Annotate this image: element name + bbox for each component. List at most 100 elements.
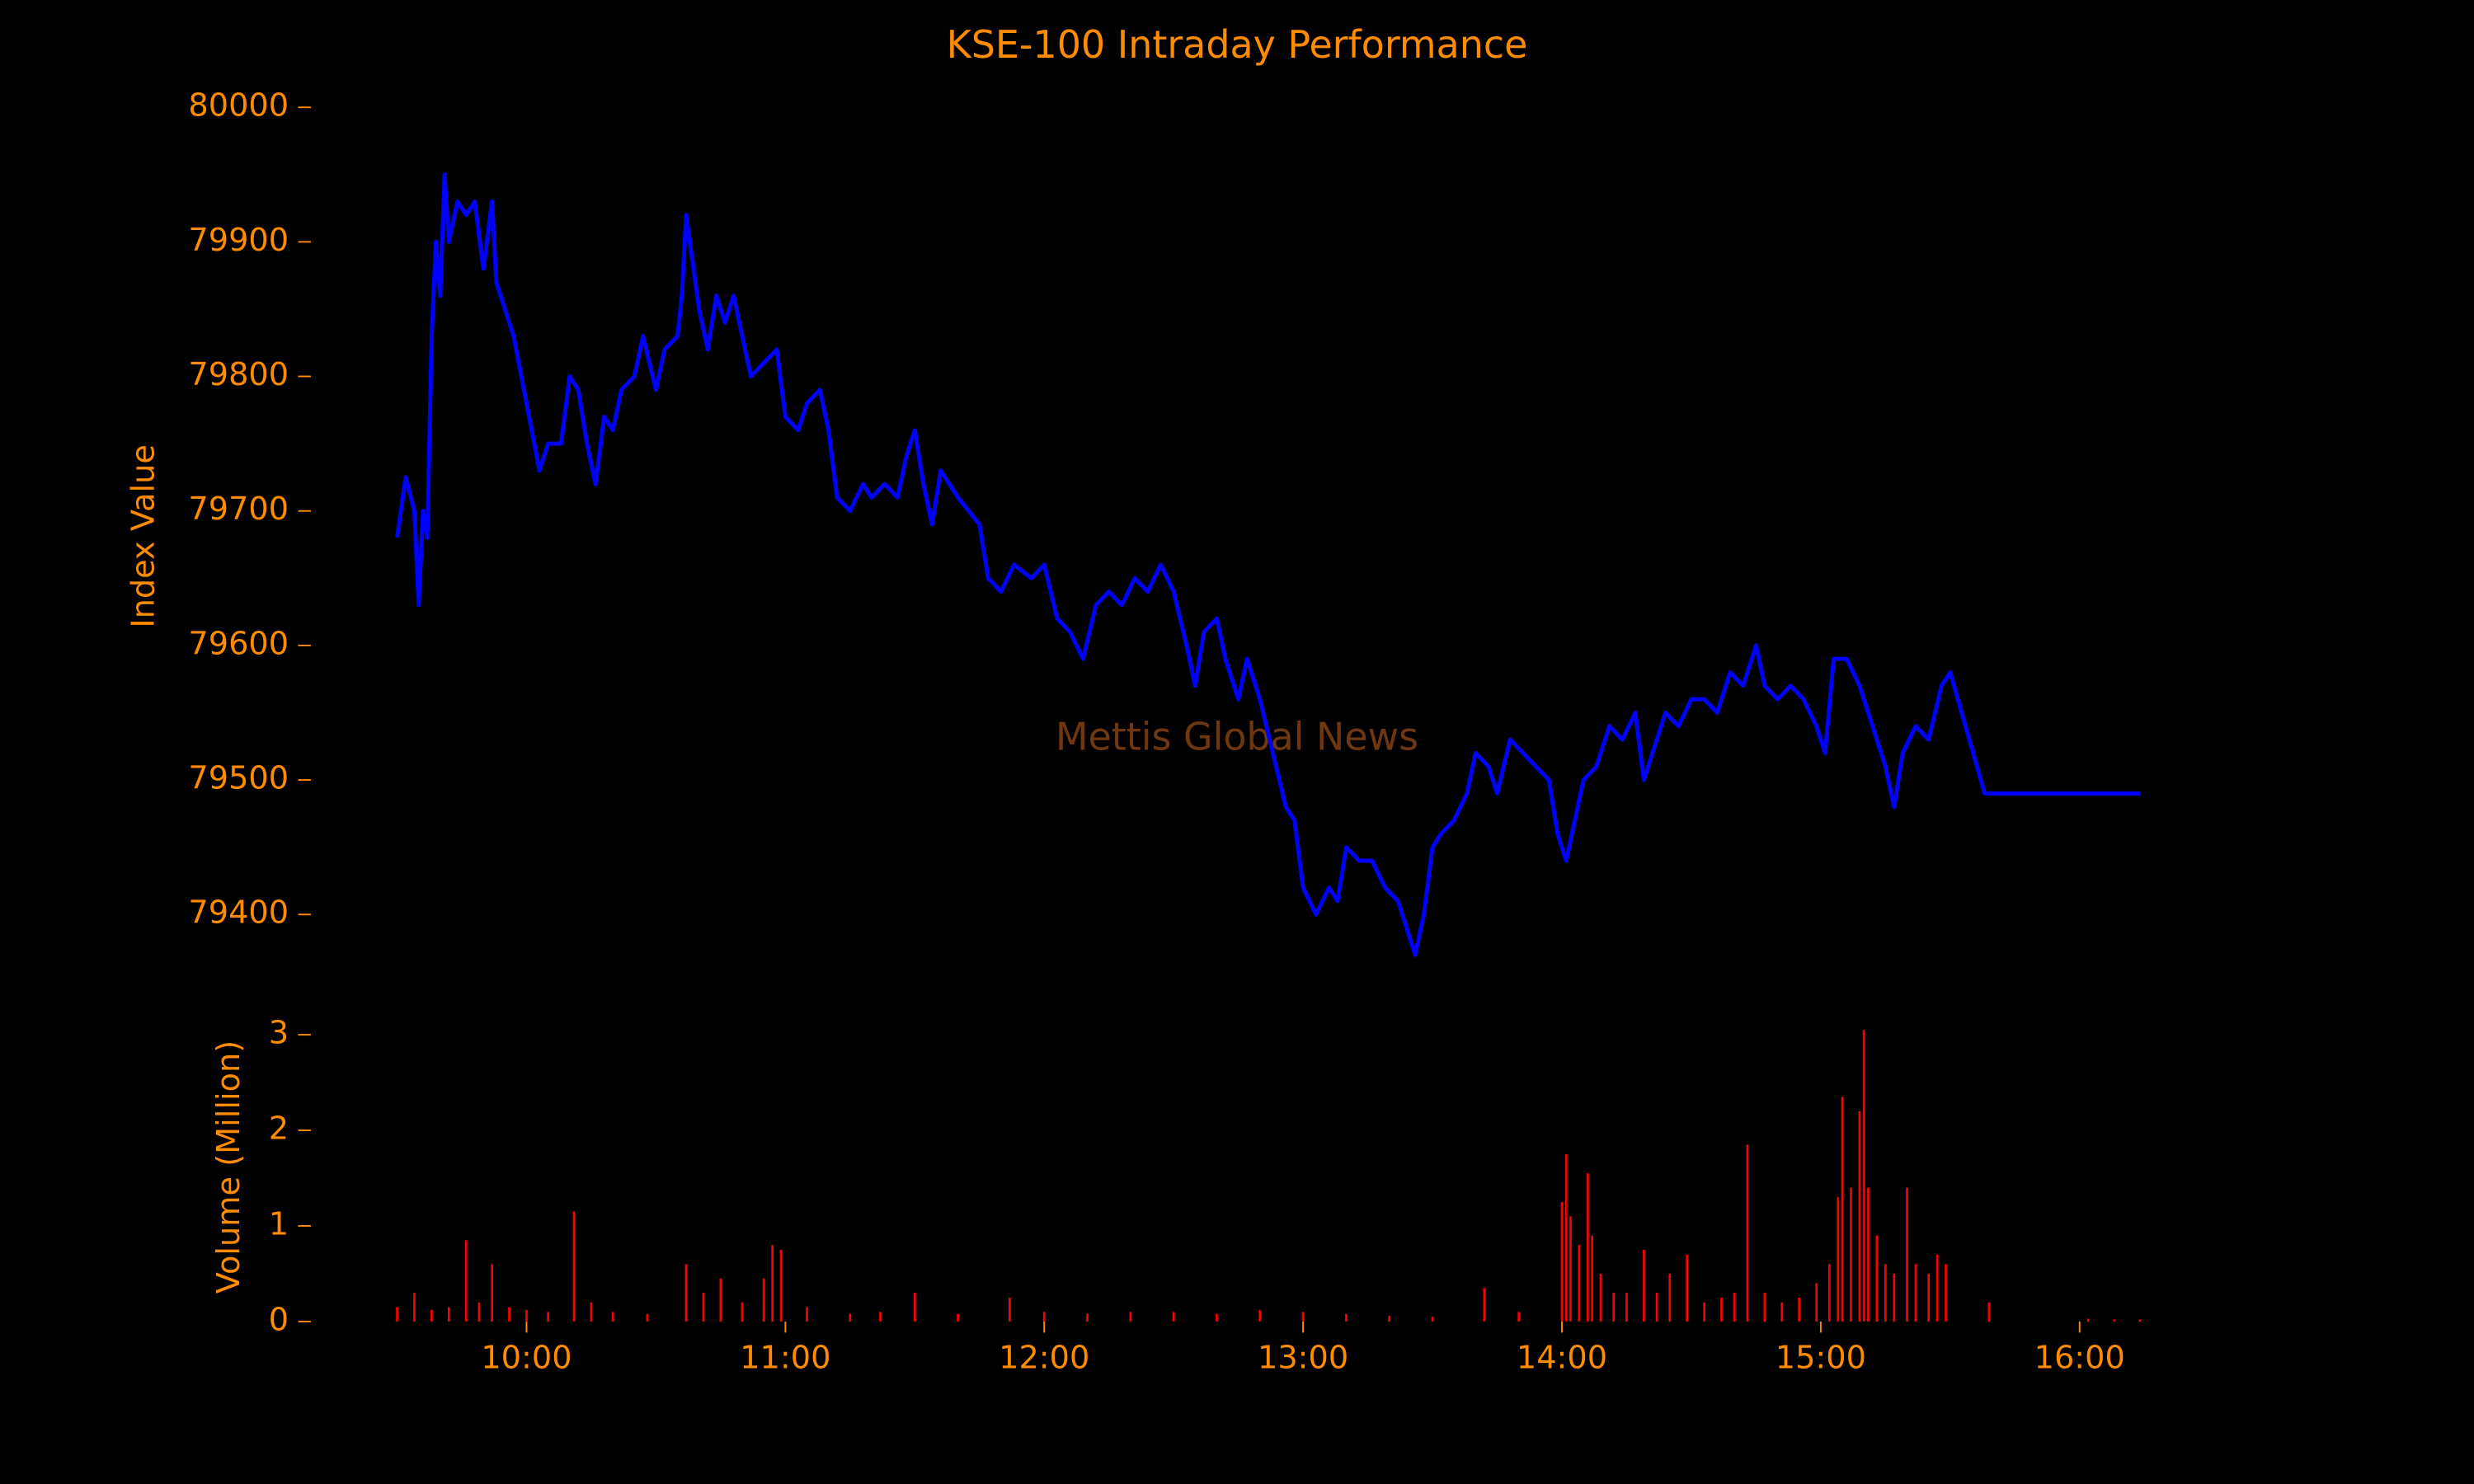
volume-bar (1625, 1293, 1628, 1322)
volume-bar (508, 1307, 510, 1322)
volume-bar (1686, 1254, 1689, 1322)
volume-bar (547, 1312, 549, 1322)
y-tick-label: 2 (269, 1111, 289, 1148)
x-tick-label: 16:00 (2034, 1339, 2125, 1376)
volume-bar (779, 1249, 783, 1322)
volume-bar (611, 1312, 614, 1322)
volume-bar (491, 1264, 493, 1322)
volume-bar (1893, 1273, 1896, 1322)
x-tick-label: 11:00 (740, 1339, 830, 1376)
volume-bar (1258, 1310, 1262, 1322)
volume-bar (1815, 1283, 1818, 1322)
y-tick-label: 79400 (188, 895, 289, 932)
chart-title: KSE-100 Intraday Performance (947, 22, 1528, 67)
volume-bar (1875, 1235, 1879, 1322)
volume-bar (1564, 1154, 1568, 1322)
volume-bar (1935, 1254, 1939, 1322)
volume-bar (1129, 1312, 1132, 1322)
volume-bar (2113, 1319, 2115, 1322)
y-tick-label: 79800 (188, 356, 289, 393)
volume-bar (1042, 1312, 1046, 1322)
volume-bar (1483, 1288, 1486, 1322)
volume-bar (1086, 1313, 1089, 1322)
volume-bar (2138, 1319, 2142, 1322)
volume-bar (1841, 1097, 1844, 1322)
volume-bar (1906, 1187, 1908, 1322)
volume-bar (1763, 1293, 1766, 1322)
volume-bar (1798, 1297, 1801, 1322)
volume-bar (1216, 1313, 1218, 1322)
x-tick-label: 14:00 (1517, 1339, 1607, 1376)
volume-bar (1780, 1302, 1784, 1322)
volume-bar (464, 1240, 468, 1322)
volume-bar (1612, 1293, 1616, 1322)
y-tick-label: 79900 (188, 222, 289, 259)
volume-bar (806, 1307, 808, 1322)
volume-bar (1945, 1264, 1947, 1322)
volume-bar (1867, 1187, 1870, 1322)
volume-bar (413, 1293, 416, 1322)
volume-bar (447, 1307, 450, 1322)
index-line (395, 172, 2140, 957)
volume-bar (646, 1313, 649, 1322)
volume-bar (771, 1245, 774, 1322)
volume-bar (762, 1278, 765, 1322)
volume-bar (1703, 1302, 1705, 1322)
volume-bar (1591, 1235, 1593, 1322)
volume-bar (1884, 1264, 1887, 1322)
volume-bar (1345, 1313, 1348, 1322)
volume-bar (1431, 1317, 1434, 1322)
volume-bar (1914, 1264, 1917, 1322)
volume-bar (1850, 1187, 1852, 1322)
y-axis-label: Volume (Million) (210, 1040, 247, 1294)
volume-bar (1746, 1144, 1749, 1322)
y-tick-label: 3 (269, 1015, 289, 1052)
volume-bar (590, 1302, 593, 1322)
volume-bar (702, 1293, 705, 1322)
volume-bar (1655, 1293, 1658, 1322)
volume-bar (572, 1211, 576, 1322)
volume-bar (1927, 1273, 1930, 1322)
volume-bar (1987, 1302, 1991, 1322)
volume-bar (741, 1302, 744, 1322)
volume-bar (1720, 1297, 1723, 1322)
volume-bar (525, 1310, 528, 1322)
volume-bar (957, 1313, 959, 1322)
volume-bar (1862, 1030, 1865, 1322)
watermark: Mettis Global News (1056, 715, 1418, 759)
x-tick-label: 13:00 (1258, 1339, 1348, 1376)
volume-bar (1827, 1264, 1831, 1322)
volume-bar (684, 1264, 688, 1322)
volume-bar (1668, 1273, 1672, 1322)
y-tick-label: 80000 (188, 87, 289, 124)
volume-bar (1587, 1173, 1589, 1322)
volume-bar (1837, 1197, 1840, 1322)
volume-bar (1733, 1293, 1736, 1322)
y-tick-label: 79500 (188, 760, 289, 797)
y-tick-label: 79600 (188, 625, 289, 662)
volume-bar (396, 1307, 398, 1322)
volume-bar (1643, 1249, 1645, 1322)
volume-bar (1517, 1312, 1521, 1322)
volume-bar (1569, 1216, 1572, 1322)
volume-bar (1560, 1201, 1564, 1322)
x-tick-label: 12:00 (999, 1339, 1089, 1376)
volume-bar (1599, 1273, 1602, 1322)
volume-bar (849, 1313, 852, 1322)
volume-bar (477, 1302, 481, 1322)
volume-bar (879, 1312, 882, 1322)
volume-bar (1172, 1312, 1175, 1322)
y-tick-label: 1 (269, 1205, 289, 1242)
volume-bar (1578, 1245, 1581, 1322)
volume-bar (1301, 1312, 1305, 1322)
y-tick-label: 0 (269, 1301, 289, 1338)
volume-bar (1009, 1297, 1011, 1322)
y-axis-label: Index Value (125, 444, 162, 627)
x-tick-label: 15:00 (1776, 1339, 1866, 1376)
volume-bar (2086, 1318, 2090, 1322)
volume-bar (430, 1310, 433, 1322)
volume-bar (1858, 1111, 1861, 1322)
x-tick-label: 10:00 (481, 1339, 571, 1376)
